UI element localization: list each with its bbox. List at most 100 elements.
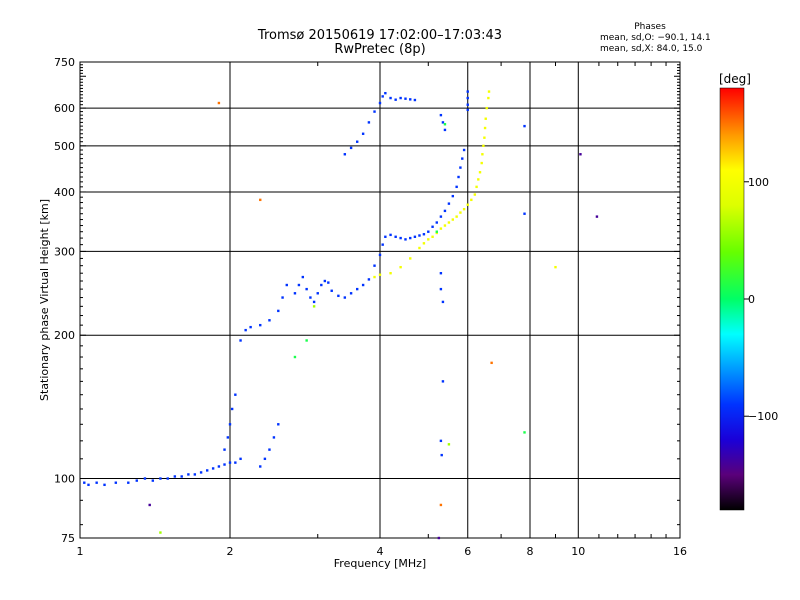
data-point [173,475,177,478]
data-point [439,113,443,117]
data-point [435,230,438,233]
data-point [475,185,478,189]
data-point [523,124,526,128]
data-point [166,477,169,480]
data-point [473,193,477,196]
data-point [217,465,221,468]
data-point [193,473,197,476]
data-point [554,265,557,269]
data-point [343,153,347,156]
data-point [490,361,493,365]
data-point [487,90,491,93]
data-point [103,483,106,487]
data-point [239,339,242,342]
data-point [381,95,384,98]
data-point [244,328,247,332]
data-point [404,238,407,241]
data-point [483,136,486,139]
data-point [285,283,288,287]
data-point [301,275,305,279]
data-point [447,443,451,446]
data-point [437,536,441,540]
data-point [431,235,434,238]
data-point [435,221,438,224]
x-tick-label: 6 [464,545,471,558]
data-point [470,198,473,202]
data-point [349,146,353,150]
data-point [367,278,371,281]
data-point [305,339,308,342]
data-point [389,233,392,237]
data-point [239,457,242,461]
data-point [394,98,397,101]
data-point [228,461,232,464]
data-point [223,448,226,451]
data-point [330,289,333,292]
data-point [114,481,118,484]
data-point [439,287,443,291]
x-axis-ticks: 1 2 4 6 8 10 16 [77,62,687,558]
data-point [143,477,147,480]
data-point [484,117,487,120]
y-tick-label: 750 [54,56,75,69]
data-point [440,453,443,457]
data-point [443,224,447,227]
data-point [409,236,412,240]
data-point [418,234,421,237]
data-point [277,423,280,426]
data-point [439,439,443,443]
y-tick-label: 300 [54,245,75,258]
chart-title: Tromsø 20150619 17:02:00–17:03:43 [257,28,503,43]
y-axis-ticks: 75 100 200 300 400 500 600 750 [54,56,680,545]
data-point [373,110,376,113]
data-point [466,90,469,93]
data-point [159,477,162,480]
data-point [355,287,359,291]
data-point [422,242,426,245]
data-point [461,157,464,160]
data-point [373,264,376,267]
data-point [439,503,443,507]
data-point [277,309,280,313]
data-point [378,273,382,276]
data-point [413,98,417,102]
data-point [441,300,445,304]
data-point [384,235,387,238]
data-point [263,457,267,461]
data-point [482,144,485,148]
colorbar [719,87,745,511]
data-point [249,325,252,329]
data-point [217,101,221,105]
data-point [211,467,215,470]
data-point [226,436,230,439]
phases-o-stats: mean, sd,O: −90.1, 14.1 [600,33,711,43]
data-point [439,227,443,230]
data-point [399,236,402,240]
data-point [447,202,451,205]
data-point [230,407,234,411]
colorbar-tick-label: −100 [748,410,778,423]
data-point [418,246,421,250]
colorbar-tick-label: 0 [748,293,755,306]
data-point [487,96,490,100]
data-point [404,97,407,100]
data-point [378,101,382,105]
data-point [451,218,455,221]
x-tick-label: 2 [227,545,234,558]
x-tick-label: 10 [571,545,585,558]
colorbar-tick-label: 100 [748,176,769,189]
data-point [455,185,458,189]
grid-lines [80,62,680,538]
data-point [466,203,469,206]
data-point [323,279,327,283]
data-point [83,481,86,484]
data-point [293,355,297,359]
data-point [259,465,262,468]
y-tick-label: 100 [54,473,75,486]
x-tick-label: 16 [673,545,687,558]
data-point [480,161,483,165]
data-point [281,296,284,299]
y-tick-label: 75 [61,532,75,545]
data-point [459,166,462,169]
data-point [523,212,526,215]
